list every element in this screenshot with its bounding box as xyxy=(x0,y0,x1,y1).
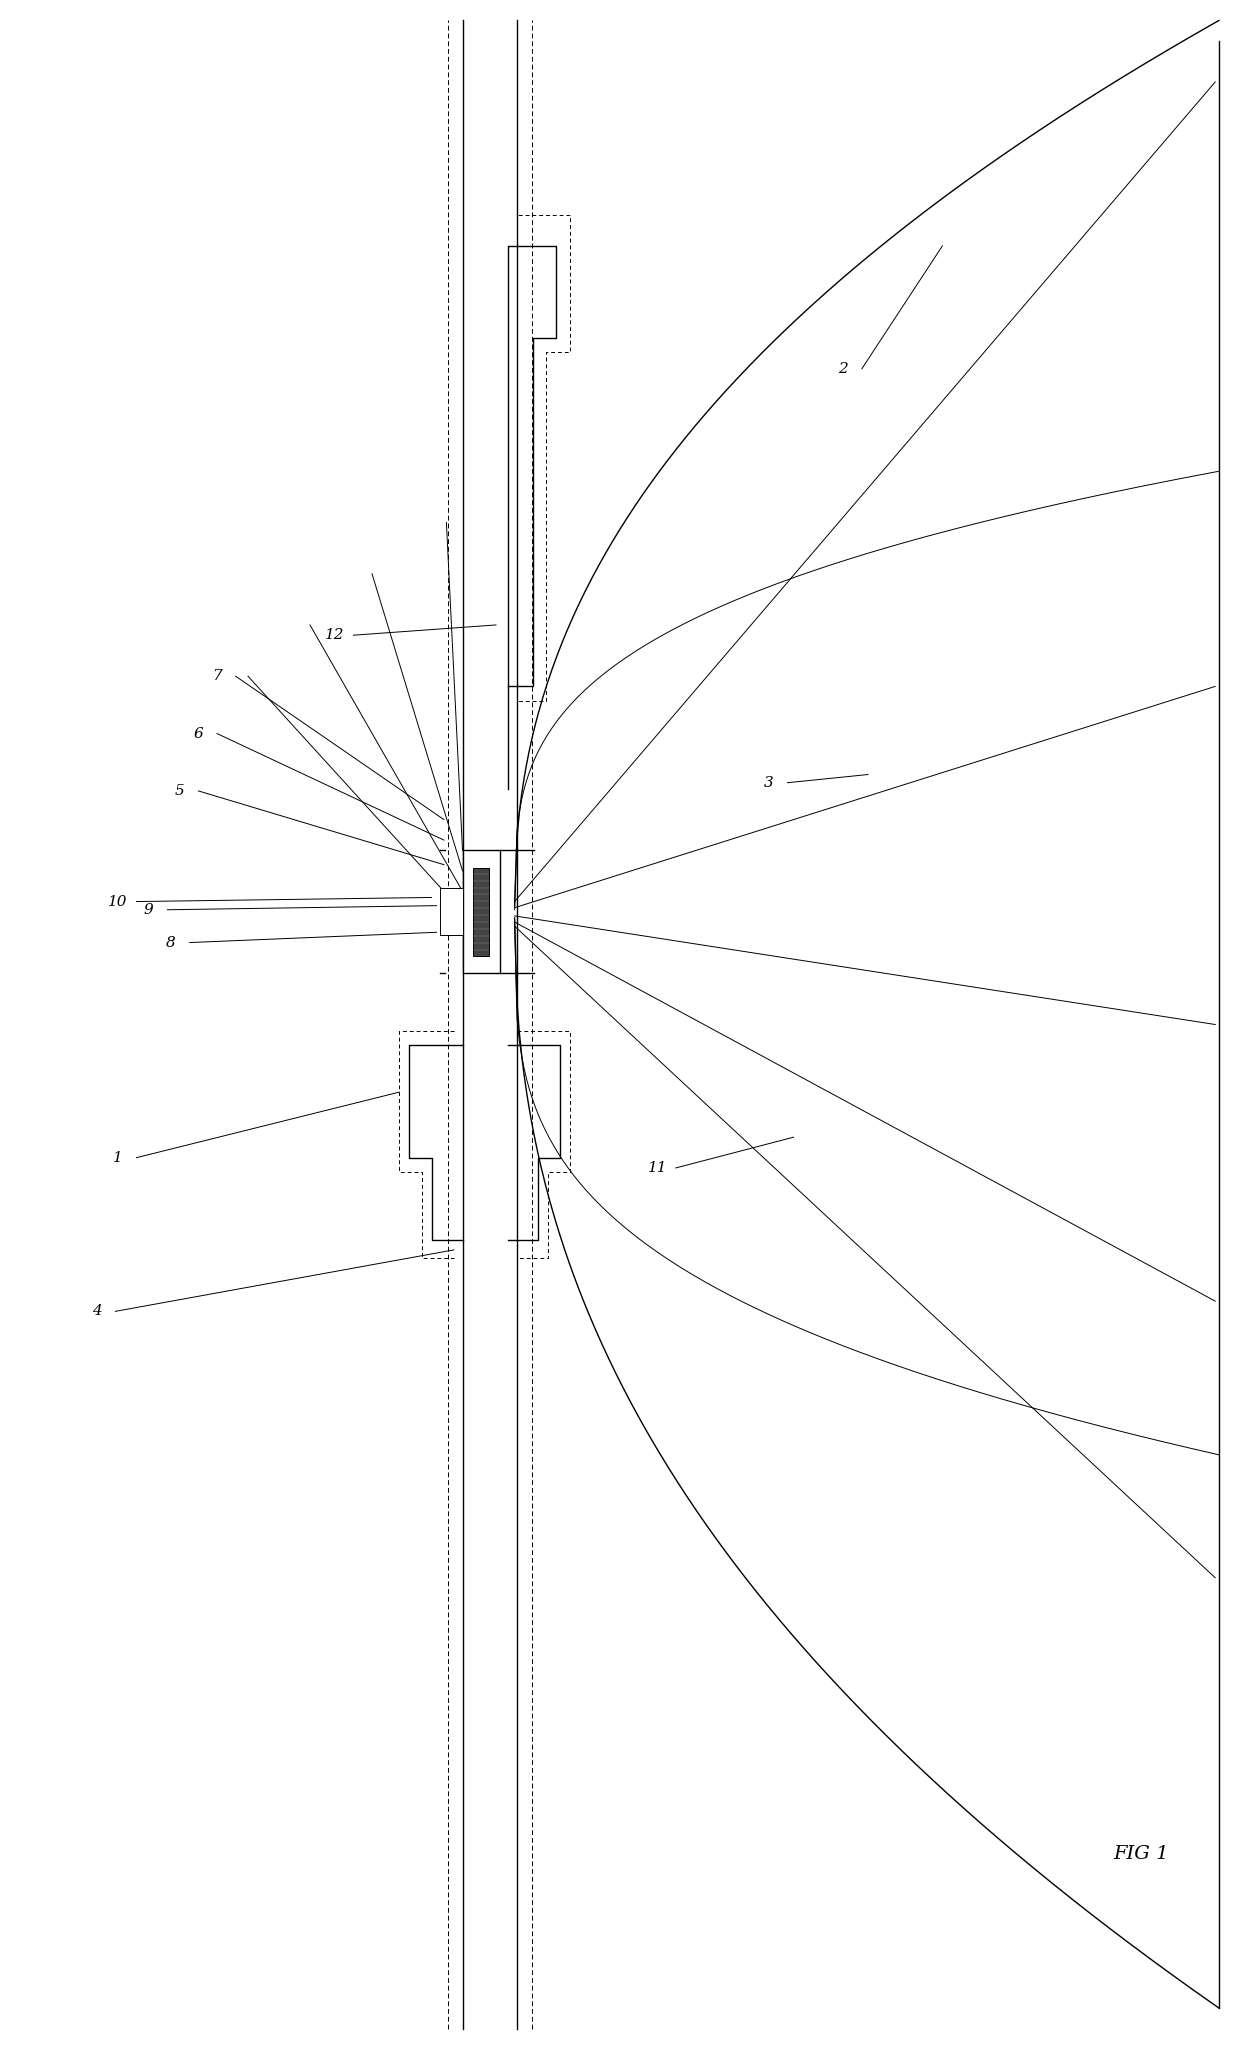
Bar xyxy=(440,889,463,934)
Text: 3: 3 xyxy=(764,777,774,789)
Text: 2: 2 xyxy=(838,363,848,375)
Text: 12: 12 xyxy=(325,629,345,641)
Text: 6: 6 xyxy=(193,727,203,740)
Bar xyxy=(463,850,500,973)
Text: 8: 8 xyxy=(166,936,176,949)
Text: FIG 1: FIG 1 xyxy=(1114,1846,1168,1863)
Text: 5: 5 xyxy=(175,785,185,797)
Text: 9: 9 xyxy=(144,904,154,916)
Text: 10: 10 xyxy=(108,895,128,908)
Bar xyxy=(472,867,490,957)
Text: 1: 1 xyxy=(113,1152,123,1164)
Text: 11: 11 xyxy=(647,1162,667,1174)
Text: 7: 7 xyxy=(212,670,222,682)
Text: 4: 4 xyxy=(92,1305,102,1318)
